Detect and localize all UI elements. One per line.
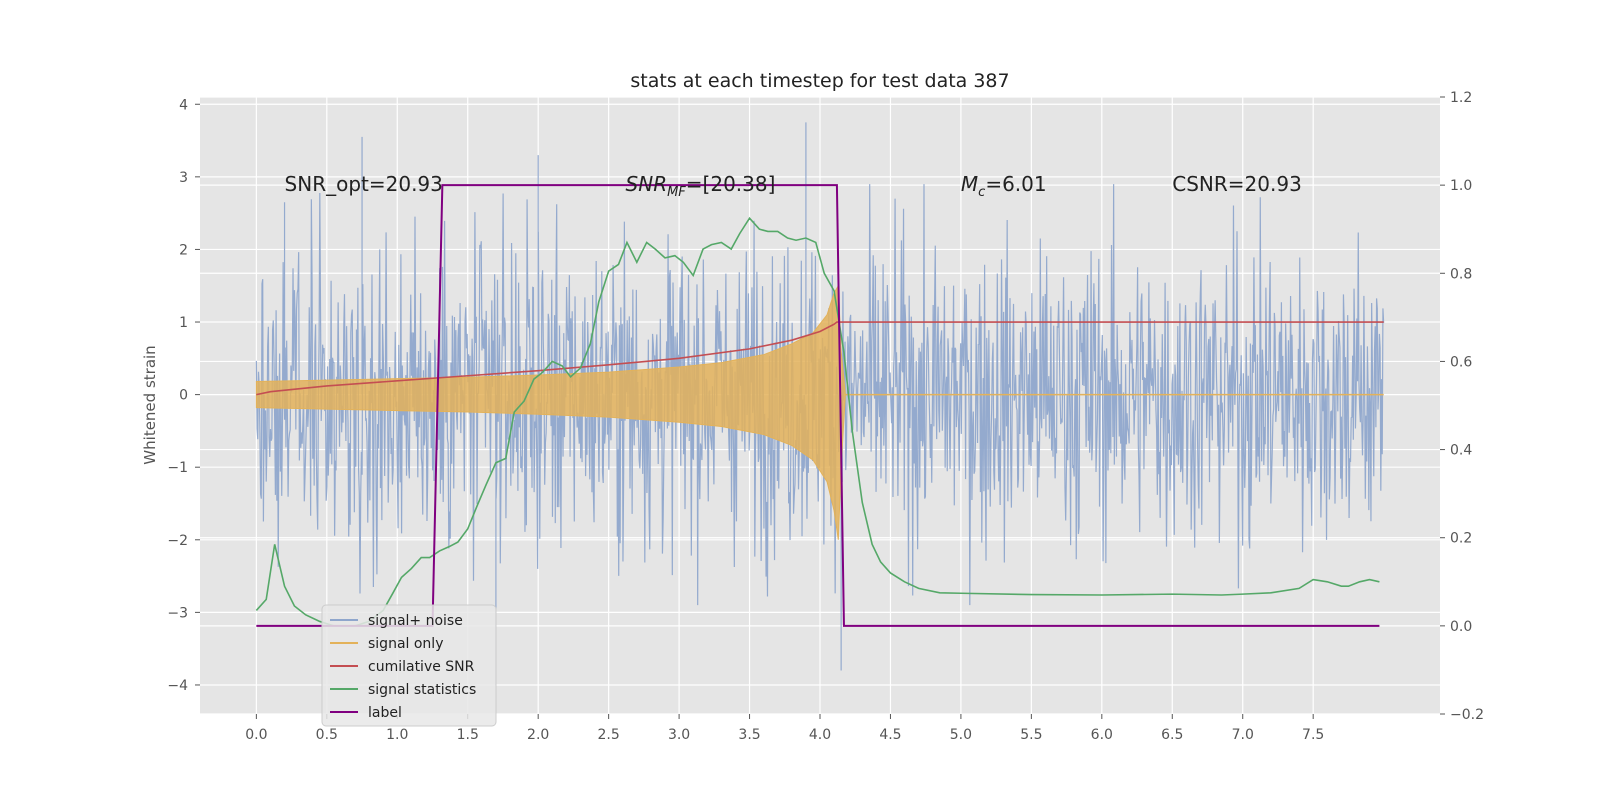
y-axis-label: Whitened strain [141, 345, 159, 464]
x-tick-label: 5.5 [1020, 727, 1042, 743]
x-tick-label: 2.5 [598, 727, 620, 743]
y2-tick-label: 0.6 [1450, 354, 1472, 370]
y2-tick-label: 0.2 [1450, 531, 1472, 547]
annotations: SNR_opt=20.93 SNRMF=[20.38] Mc=6.01 CSNR=20… [285, 172, 1302, 200]
legend: signal+ noise signal only cumilative SNR si… [321, 604, 497, 727]
annotation-text: SNRMF=[20.38] [626, 172, 776, 200]
x-tick-label: 7.5 [1302, 727, 1324, 743]
y2-tick-label: 0.4 [1450, 443, 1472, 459]
y-tick-label: 3 [179, 170, 188, 186]
x-tick-label: 7.0 [1232, 727, 1254, 743]
y2-tick-label: 1.2 [1450, 90, 1472, 106]
annotation-text: Mc=6.01 [961, 172, 1047, 200]
legend-label: signal+ noise [368, 613, 463, 629]
legend-label: signal statistics [368, 682, 476, 698]
series-cumulative-snr [256, 321, 1384, 396]
y-tick-label: −4 [167, 678, 188, 694]
legend-label: signal only [368, 636, 443, 652]
x-tick-label: 3.0 [668, 727, 690, 743]
y2-tick-label: 0.0 [1450, 619, 1472, 635]
y-tick-label: −1 [167, 460, 188, 476]
y-tick-label: 4 [179, 97, 188, 113]
x-tick-label: 5.0 [950, 727, 972, 743]
x-tick-label: 1.0 [386, 727, 408, 743]
y-tick-label: −2 [167, 533, 188, 549]
x-tick-label: 1.5 [457, 727, 479, 743]
y-tick-label: 0 [179, 388, 188, 404]
x-tick-label: 4.0 [809, 727, 831, 743]
annotation-text: CSNR=20.93 [1172, 172, 1302, 196]
y-tick-label: 1 [179, 315, 188, 331]
ticks: 0.0 0.5 1.0 1.5 2.0 2.5 3.0 3.5 4.0 4.5 5.0 5.5 6.0 6… [167, 90, 1484, 743]
x-tick-label: 3.5 [738, 727, 760, 743]
x-tick-label: 2.0 [527, 727, 549, 743]
y-tick-label: −3 [167, 605, 188, 621]
series-signal-statistics [255, 216, 1380, 627]
y2-tick-label: −0.2 [1450, 707, 1484, 723]
x-tick-label: 4.5 [879, 727, 901, 743]
y-tick-label: 2 [179, 242, 188, 258]
legend-box [321, 604, 497, 727]
y2-tick-label: 1.0 [1450, 178, 1472, 194]
annotation-text: SNR_opt=20.93 [285, 172, 443, 196]
x-tick-label: 0.5 [316, 727, 338, 743]
legend-label: cumilative SNR [368, 659, 475, 675]
y2-tick-label: 0.8 [1450, 266, 1472, 282]
x-tick-label: 6.5 [1161, 727, 1183, 743]
chart-title: stats at each timestep for test data 387 [630, 70, 1009, 92]
x-tick-label: 6.0 [1091, 727, 1113, 743]
legend-label: label [368, 705, 402, 721]
x-tick-label: 0.0 [245, 727, 267, 743]
